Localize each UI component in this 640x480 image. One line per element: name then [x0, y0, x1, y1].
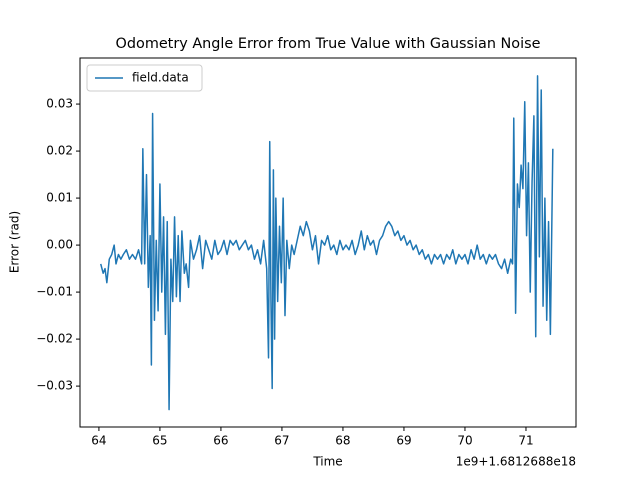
y-axis-label: Error (rad) [8, 211, 22, 273]
legend-label: field.data [132, 71, 189, 85]
x-tick-label: 66 [213, 434, 228, 448]
x-offset-text: 1e9+1.6812688e18 [456, 455, 576, 469]
x-tick-label: 67 [274, 434, 289, 448]
y-tick-label: 0.01 [46, 191, 73, 205]
x-tick-label: 71 [518, 434, 533, 448]
x-tick-label: 68 [335, 434, 350, 448]
y-tick-label: 0.00 [46, 238, 73, 252]
x-tick-label: 69 [396, 434, 411, 448]
data-line [100, 75, 554, 411]
chart-title: Odometry Angle Error from True Value wit… [116, 36, 541, 52]
x-tick-label: 70 [457, 434, 472, 448]
y-tick-label: −0.03 [36, 379, 73, 393]
plot-frame [79, 57, 577, 428]
x-tick-label: 64 [91, 434, 106, 448]
y-tick-label: 0.03 [46, 97, 73, 111]
y-tick-label: −0.01 [36, 285, 73, 299]
legend-box [86, 64, 203, 92]
x-axis-label: Time [312, 455, 342, 469]
x-tick-label: 65 [152, 434, 167, 448]
y-tick-label: −0.02 [36, 332, 73, 346]
y-tick-label: 0.02 [46, 144, 73, 158]
